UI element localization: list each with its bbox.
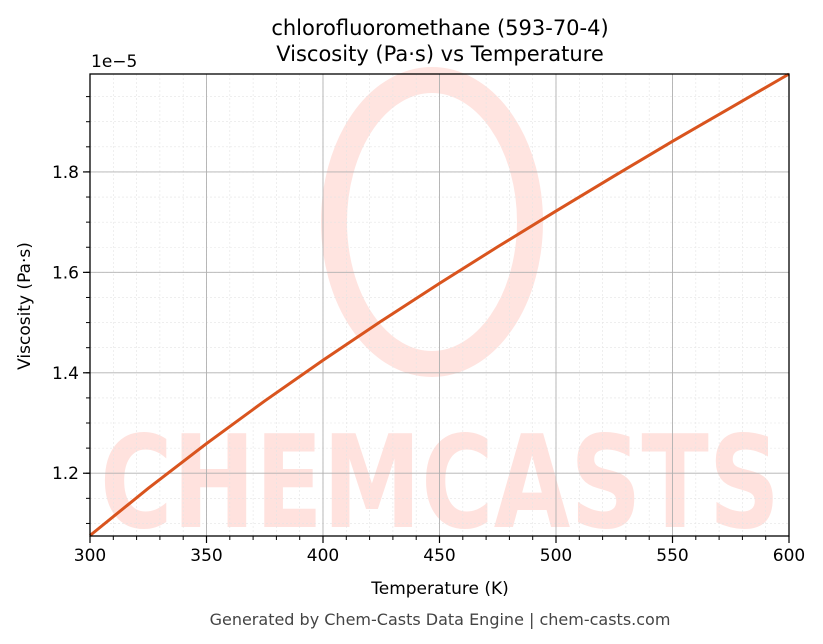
x-tick-label: 600 <box>773 546 805 566</box>
y-axis: 1.2 1.4 1.6 1.8 <box>52 96 90 524</box>
chart-title: chlorofluoromethane (593-70-4) <box>271 16 608 40</box>
x-tick-label: 300 <box>74 546 106 566</box>
x-axis: 300 350 400 450 500 550 600 <box>74 536 805 566</box>
y-tick-label: 1.4 <box>52 364 79 384</box>
y-tick-label: 1.8 <box>52 163 79 183</box>
footer-credit: Generated by Chem-Casts Data Engine | ch… <box>210 610 671 629</box>
y-axis-label: Viscosity (Pa·s) <box>15 242 35 370</box>
watermark-text: CHEMCASTS <box>100 409 780 558</box>
x-tick-label: 550 <box>656 546 688 566</box>
x-tick-label: 400 <box>307 546 339 566</box>
x-axis-label: Temperature (K) <box>370 579 509 599</box>
chart-subtitle: Viscosity (Pa·s) vs Temperature <box>276 42 604 66</box>
watermark-logo: CHEMCASTS <box>100 67 780 558</box>
y-tick-label: 1.6 <box>52 263 79 283</box>
viscosity-line <box>89 72 790 537</box>
y-offset-label: 1e−5 <box>91 52 137 72</box>
y-tick-label: 1.2 <box>52 464 79 484</box>
x-tick-label: 350 <box>190 546 222 566</box>
x-tick-label: 500 <box>540 546 572 566</box>
x-tick-label: 450 <box>423 546 455 566</box>
